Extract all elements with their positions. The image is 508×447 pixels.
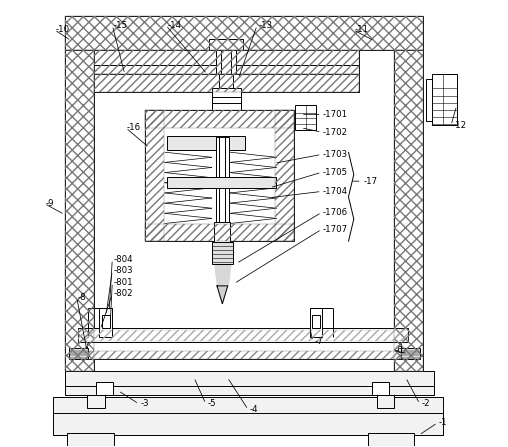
Text: -803: -803 — [114, 266, 133, 275]
Text: -16: -16 — [127, 123, 141, 132]
Text: -8: -8 — [78, 292, 86, 302]
Bar — [67, 433, 114, 446]
Bar — [394, 50, 423, 371]
Bar — [69, 348, 88, 358]
Bar — [219, 74, 233, 108]
Bar — [53, 397, 443, 435]
Bar — [87, 351, 401, 359]
Bar — [216, 137, 229, 224]
Bar — [209, 38, 243, 50]
Bar — [93, 74, 359, 92]
Bar — [93, 50, 359, 74]
Bar — [65, 50, 93, 371]
Bar — [212, 89, 241, 110]
Bar — [167, 177, 276, 188]
Bar — [93, 74, 359, 92]
Text: -10: -10 — [56, 25, 70, 34]
Text: -1706: -1706 — [323, 208, 348, 217]
Bar — [216, 50, 236, 74]
Bar — [145, 110, 164, 241]
Bar — [295, 105, 316, 130]
Text: -1702: -1702 — [323, 128, 348, 137]
Bar — [394, 50, 423, 371]
Text: -802: -802 — [114, 289, 133, 299]
Text: -17: -17 — [363, 177, 377, 186]
Text: -1701: -1701 — [323, 110, 348, 119]
Bar — [145, 110, 294, 241]
Bar — [432, 74, 457, 126]
Text: -2: -2 — [421, 400, 430, 409]
Bar — [78, 328, 408, 342]
Bar — [167, 136, 245, 150]
Bar — [102, 315, 110, 328]
Bar — [65, 371, 434, 395]
Bar — [214, 222, 231, 242]
Text: -11: -11 — [354, 25, 368, 34]
Bar — [376, 395, 394, 409]
Bar — [401, 348, 420, 358]
Bar — [312, 315, 320, 328]
Text: -13: -13 — [259, 21, 273, 30]
Bar — [65, 50, 93, 371]
Text: -1703: -1703 — [323, 150, 348, 159]
Bar — [87, 395, 105, 409]
Bar — [368, 433, 415, 446]
Bar — [310, 308, 322, 337]
Text: -4: -4 — [249, 405, 258, 414]
Bar — [96, 382, 113, 395]
Bar — [145, 110, 294, 128]
Bar — [426, 79, 432, 121]
Bar — [275, 110, 294, 241]
Text: -6: -6 — [394, 346, 403, 355]
Text: -14: -14 — [167, 21, 181, 30]
Text: -1707: -1707 — [323, 225, 348, 234]
Bar — [145, 224, 294, 241]
Polygon shape — [217, 286, 228, 304]
Text: -9: -9 — [45, 199, 54, 208]
Bar — [93, 50, 359, 74]
Text: -801: -801 — [114, 278, 133, 287]
Text: -804: -804 — [114, 255, 133, 264]
Bar — [87, 342, 401, 359]
Text: -3: -3 — [140, 400, 149, 409]
Text: -15: -15 — [114, 21, 128, 30]
Bar — [100, 308, 112, 337]
Text: -5: -5 — [207, 400, 216, 409]
Text: -1705: -1705 — [323, 168, 348, 177]
Text: -12: -12 — [452, 121, 466, 130]
Bar — [65, 16, 423, 50]
Text: -7: -7 — [314, 337, 323, 346]
Bar — [78, 329, 408, 341]
Bar — [372, 382, 389, 395]
Bar — [212, 242, 233, 264]
Text: -1: -1 — [439, 418, 448, 427]
Text: -1704: -1704 — [323, 187, 348, 196]
Bar — [65, 16, 423, 50]
